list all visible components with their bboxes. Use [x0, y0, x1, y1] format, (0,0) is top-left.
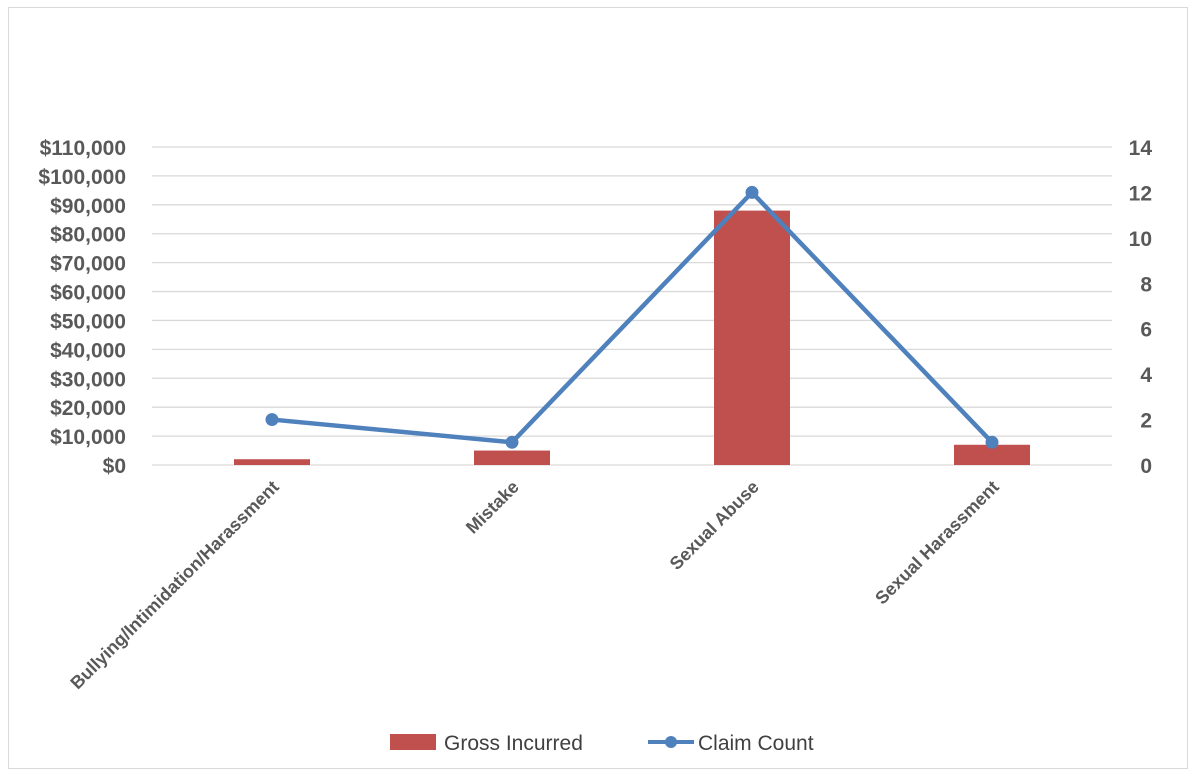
- bar: [714, 210, 790, 465]
- right-tick-label: 10: [1129, 228, 1152, 251]
- left-tick-label: $50,000: [50, 310, 126, 333]
- legend-label-claim-count: Claim Count: [698, 732, 814, 755]
- category-label: Sexual Harassment: [871, 477, 1003, 609]
- left-axis-ticks: $0 $10,000 $20,000 $30,000 $40,000 $50,000 $60…: [38, 137, 126, 478]
- line-point: [265, 413, 279, 427]
- line-point: [505, 435, 519, 449]
- line-point: [985, 435, 999, 449]
- legend: Gross Incurred Claim Count: [390, 732, 814, 755]
- right-tick-label: 6: [1140, 319, 1152, 342]
- right-tick-label: 12: [1129, 182, 1152, 205]
- left-tick-label: $30,000: [50, 368, 126, 391]
- left-tick-label: $20,000: [50, 397, 126, 420]
- left-tick-label: $10,000: [50, 426, 126, 449]
- left-tick-label: $100,000: [38, 166, 126, 189]
- bar: [474, 450, 550, 465]
- category-label: Sexual Abuse: [666, 477, 763, 574]
- line-point: [745, 185, 759, 199]
- left-tick-label: $70,000: [50, 253, 126, 276]
- chart-frame: [8, 7, 1188, 769]
- category-label: Bullying/Intimidation/Harassment: [66, 477, 282, 693]
- left-tick-label: $60,000: [50, 282, 126, 305]
- line-series: [265, 185, 999, 449]
- series-line: [271, 190, 994, 445]
- left-tick-label: $80,000: [50, 224, 126, 247]
- bar-series: [234, 210, 1030, 465]
- right-tick-label: 4: [1140, 364, 1152, 387]
- category-axis: Bullying/Intimidation/Harassment Mistake S…: [66, 477, 1002, 693]
- right-axis-ticks: 0 2 4 6 8 10 12 14: [1129, 137, 1153, 478]
- bar: [954, 444, 1030, 465]
- right-tick-label: 2: [1140, 410, 1152, 433]
- right-tick-label: 14: [1129, 137, 1153, 160]
- left-tick-label: $0: [103, 455, 126, 478]
- right-tick-label: 0: [1140, 455, 1152, 478]
- category-label: Mistake: [462, 477, 523, 538]
- legend-label-gross-incurred: Gross Incurred: [444, 732, 583, 755]
- bar: [234, 459, 310, 465]
- left-tick-label: $40,000: [50, 339, 126, 362]
- right-tick-label: 8: [1140, 273, 1152, 296]
- left-tick-label: $90,000: [50, 195, 126, 218]
- left-tick-label: $110,000: [40, 137, 126, 160]
- gridlines: [152, 146, 1112, 466]
- legend-line-marker: [665, 736, 677, 748]
- legend-bar-swatch: [390, 734, 436, 750]
